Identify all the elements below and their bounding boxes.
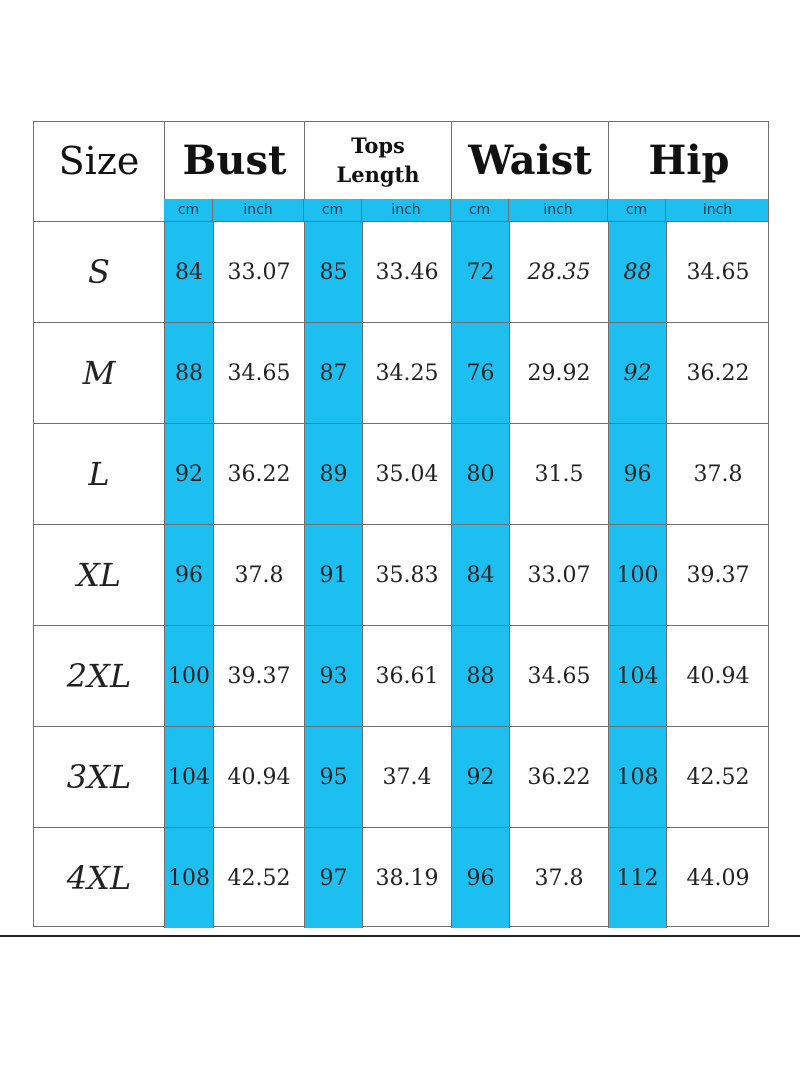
size-cell: XL	[34, 525, 165, 625]
length-inch-cell: 38.19	[363, 828, 452, 928]
bust-header: Bust	[165, 122, 305, 199]
hip-header: Hip	[648, 137, 730, 184]
size-column-header: Size	[34, 122, 165, 199]
length-cm-cell: 95	[305, 727, 363, 827]
length-inch-cell: 36.61	[363, 626, 452, 726]
waist-cm-cell: 92	[452, 727, 510, 827]
length-cm-cell: 85	[305, 222, 363, 322]
hip-cm-cell: 88	[609, 222, 667, 322]
length-cm-cell: 97	[305, 828, 363, 928]
hip-cm-cell: 96	[609, 424, 667, 524]
bust-inch-cell: 33.07	[214, 222, 305, 322]
waist-cm-cell: 80	[452, 424, 510, 524]
unit-label: cm	[451, 199, 509, 221]
hip-inch-cell: 37.8	[693, 461, 743, 487]
waist-cm-cell: 96	[452, 828, 510, 928]
unit-label: inch	[362, 199, 451, 221]
unit-label: inch	[213, 199, 304, 221]
waist-inch-cell: 28.35	[510, 222, 609, 322]
tops-length-header: Tops Length	[305, 122, 452, 199]
bust-cm-cell: 104	[165, 727, 214, 827]
table-row: L 92 36.22 89 35.04 80 31.5 96 37.8	[34, 423, 768, 524]
bust-inch-cell: 40.94	[214, 727, 305, 827]
hip-cm-cell: 92	[609, 323, 667, 423]
waist-cm-cell: 76	[452, 323, 510, 423]
hip-cm-cell: 112	[609, 828, 667, 928]
hip-inch-cell: 44.09	[686, 865, 750, 891]
waist-inch-cell: 37.8	[510, 828, 609, 928]
waist-inch-cell: 31.5	[510, 424, 609, 524]
waist-cm-cell: 88	[452, 626, 510, 726]
tops-length-line1: Tops	[351, 133, 405, 159]
length-cm-cell: 89	[305, 424, 363, 524]
unit-label: cm	[165, 199, 213, 221]
waist-cm-cell: 72	[452, 222, 510, 322]
bust-cm-cell: 100	[165, 626, 214, 726]
unit-row: cm inch cm inch cm inch cm inch	[164, 199, 768, 221]
table-row: 3XL 104 40.94 95 37.4 92 36.22 108 42.52	[34, 726, 768, 827]
size-cell: S	[34, 222, 165, 322]
bust-cm-cell: 108	[165, 828, 214, 928]
length-cm-cell: 93	[305, 626, 363, 726]
table-row: 4XL 108 42.52 97 38.19 96 37.8 112 44.09	[34, 827, 768, 928]
unit-label: cm	[304, 199, 362, 221]
waist-cm-cell: 84	[452, 525, 510, 625]
waist-inch-cell: 33.07	[510, 525, 609, 625]
unit-label: inch	[702, 202, 733, 218]
size-cell: 3XL	[34, 727, 165, 827]
length-inch-cell: 35.04	[363, 424, 452, 524]
length-inch-cell: 33.46	[363, 222, 452, 322]
table-row: S 84 33.07 85 33.46 72 28.35 88 34.65	[34, 221, 768, 322]
waist-inch-cell: 34.65	[510, 626, 609, 726]
hip-cm-cell: 104	[609, 626, 667, 726]
bust-inch-cell: 37.8	[214, 525, 305, 625]
bust-cm-cell: 88	[165, 323, 214, 423]
waist-inch-cell: 29.92	[510, 323, 609, 423]
size-cell: M	[34, 323, 165, 423]
hip-inch-cell: 36.22	[686, 360, 750, 386]
hip-inch-cell: 34.65	[686, 259, 750, 285]
bust-inch-cell: 42.52	[214, 828, 305, 928]
bust-inch-cell: 34.65	[214, 323, 305, 423]
length-inch-cell: 35.83	[363, 525, 452, 625]
bust-cm-cell: 96	[165, 525, 214, 625]
unit-label: inch	[509, 199, 608, 221]
bust-inch-cell: 36.22	[214, 424, 305, 524]
length-cm-cell: 87	[305, 323, 363, 423]
bust-cm-cell: 92	[165, 424, 214, 524]
waist-inch-cell: 36.22	[510, 727, 609, 827]
hip-cm-cell: 100	[609, 525, 667, 625]
table-header: Size Bust Tops Length Waist Hip	[34, 122, 768, 199]
bust-inch-cell: 39.37	[214, 626, 305, 726]
table-row: XL 96 37.8 91 35.83 84 33.07 100 39.37	[34, 524, 768, 625]
length-cm-cell: 91	[305, 525, 363, 625]
hip-inch-cell: 42.52	[686, 764, 750, 790]
tops-length-line2: Length	[336, 161, 420, 187]
size-cell: 4XL	[34, 828, 165, 928]
bottom-divider	[0, 935, 800, 937]
size-chart-table: Size Bust Tops Length Waist Hip cm inch …	[33, 121, 769, 928]
length-inch-cell: 34.25	[363, 323, 452, 423]
hip-cm-cell: 108	[609, 727, 667, 827]
length-inch-cell: 37.4	[363, 727, 452, 827]
size-cell: L	[34, 424, 165, 524]
hip-inch-cell: 39.37	[686, 562, 750, 588]
size-cell: 2XL	[34, 626, 165, 726]
hip-inch-cell: 40.94	[686, 663, 750, 689]
table-row: 2XL 100 39.37 93 36.61 88 34.65 104 40.94	[34, 625, 768, 726]
waist-header: Waist	[452, 122, 609, 199]
unit-label: cm	[608, 199, 666, 221]
table-row: M 88 34.65 87 34.25 76 29.92 92 36.22	[34, 322, 768, 423]
bust-cm-cell: 84	[165, 222, 214, 322]
